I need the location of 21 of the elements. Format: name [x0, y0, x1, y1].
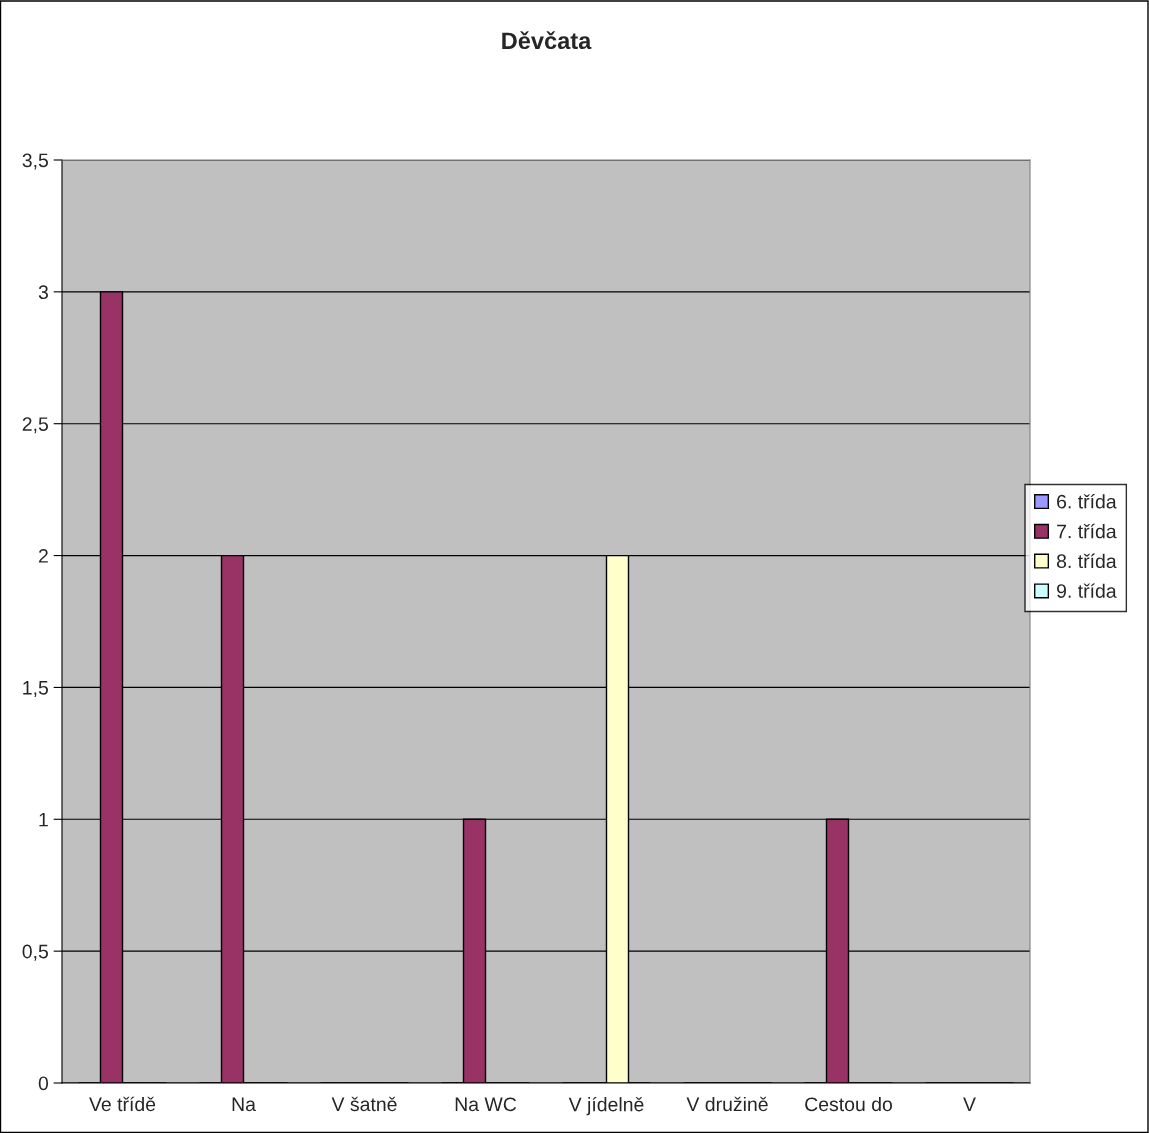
y-tick-label: 3,5 [22, 153, 48, 170]
y-tick-label: 1,5 [23, 681, 48, 697]
legend-label: 6. třída [1057, 494, 1117, 509]
y-tick-label: 2 [38, 549, 48, 563]
y-tick-label: 0 [38, 1076, 49, 1091]
chart-title: Děvčata [502, 31, 592, 50]
x-tick-label: Na WC [455, 1097, 517, 1112]
x-tick-label: Cestou do [805, 1096, 893, 1112]
y-tick-label: 3 [38, 285, 48, 300]
x-tick-label: V jídelně [568, 1096, 644, 1116]
x-tick-label: V družině [686, 1096, 768, 1112]
y-tick-label: 0,5 [22, 944, 48, 961]
y-tick-label: 1 [39, 812, 48, 827]
legend-label: 8. třída [1056, 553, 1117, 569]
x-tick-label: Ve třídě [89, 1096, 156, 1112]
x-tick-label: Na [232, 1097, 256, 1112]
x-tick-label: V šatně [331, 1096, 397, 1112]
x-tick-label: V [963, 1097, 976, 1111]
y-tick-label: 2,5 [22, 417, 48, 434]
legend-label: 9. třída [1057, 583, 1117, 598]
legend-label: 7. třída [1057, 523, 1117, 539]
